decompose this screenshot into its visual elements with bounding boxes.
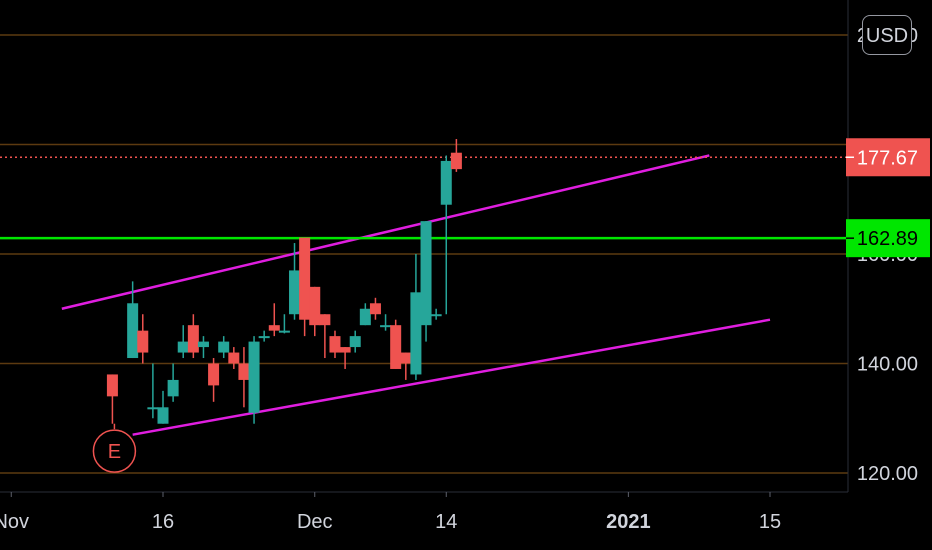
candle [410, 254, 422, 380]
candle-body [299, 237, 311, 320]
candle [420, 221, 432, 342]
candle-body [430, 314, 442, 317]
candle-body [359, 308, 371, 326]
candle [106, 374, 118, 424]
candle [157, 390, 169, 424]
candle-body [289, 270, 301, 315]
candle [440, 155, 452, 315]
candle-body [440, 160, 452, 205]
candle [258, 330, 270, 342]
candle [238, 347, 250, 408]
candle [369, 297, 381, 320]
candle-body [268, 325, 280, 331]
candle-body [349, 336, 361, 348]
candle-body [380, 325, 392, 328]
support-price-badge [846, 219, 930, 258]
candle-body [137, 330, 149, 353]
candle [248, 336, 260, 424]
candle-body [248, 341, 260, 413]
currency-button[interactable]: USD [862, 15, 912, 55]
trendline [132, 318, 771, 436]
candle [289, 243, 301, 320]
candle [278, 314, 290, 334]
candle-body [420, 221, 432, 326]
x-tick-label: 14 [435, 511, 457, 533]
event-label: E [108, 441, 121, 463]
x-axis[interactable]: Nov 16 Dec 14 2021 15 [0, 492, 781, 533]
candle [177, 325, 189, 359]
candle [208, 358, 220, 402]
y-tick-label: 140.00 [857, 354, 918, 376]
candle [299, 237, 311, 337]
y-tick-label: 120.00 [857, 463, 918, 485]
candle-body [369, 303, 381, 315]
candle-body [208, 363, 220, 386]
candle [218, 336, 230, 359]
current-price-label: 177.67 [857, 147, 918, 169]
candle [187, 314, 199, 359]
candle-body [127, 303, 139, 359]
candle-body [187, 325, 199, 353]
candle-body [339, 347, 351, 353]
candle [339, 347, 351, 369]
candle [147, 363, 159, 419]
candle-body [319, 314, 331, 326]
candle [167, 363, 179, 402]
candle-body [238, 363, 250, 380]
candle [430, 308, 442, 320]
candle-body [197, 341, 209, 348]
x-tick-label: Nov [0, 511, 29, 533]
support-price-label: 162.89 [857, 228, 918, 250]
candle-body [329, 336, 341, 353]
x-tick-label: 15 [759, 511, 781, 533]
candle [228, 347, 240, 369]
candle-body [390, 325, 402, 369]
candle [359, 303, 371, 326]
candle [197, 336, 209, 359]
trendline [61, 154, 710, 310]
candle [450, 139, 462, 172]
candle-body [167, 379, 179, 397]
trendlines [61, 154, 771, 436]
candle [137, 314, 149, 364]
candle-body [218, 341, 230, 353]
event-circle [92, 429, 137, 473]
candles [106, 139, 462, 424]
price-labels: 162.89 177.67 [846, 138, 930, 258]
event-marker[interactable]: E [92, 423, 137, 473]
candle [127, 281, 139, 359]
x-tick-label: Dec [297, 511, 333, 533]
candle [390, 319, 402, 369]
candle-body [177, 341, 189, 353]
candle [349, 330, 361, 353]
candle-body [106, 374, 118, 397]
candle [329, 330, 341, 359]
candle-body [400, 352, 412, 364]
x-tick-label: 2021 [606, 511, 651, 533]
candle [268, 303, 280, 337]
current-price-badge [846, 138, 930, 177]
candle-body [157, 407, 169, 424]
candle-body [309, 286, 321, 326]
candle-body [147, 407, 159, 410]
candle-body [410, 292, 422, 375]
candle-body [450, 152, 462, 170]
candle [309, 286, 321, 337]
candle [380, 314, 392, 331]
candle [400, 352, 412, 380]
x-tick-label: 16 [152, 511, 174, 533]
candle [319, 314, 331, 359]
candle-body [258, 336, 270, 339]
candle-body [228, 352, 240, 364]
candle-body [278, 330, 290, 333]
